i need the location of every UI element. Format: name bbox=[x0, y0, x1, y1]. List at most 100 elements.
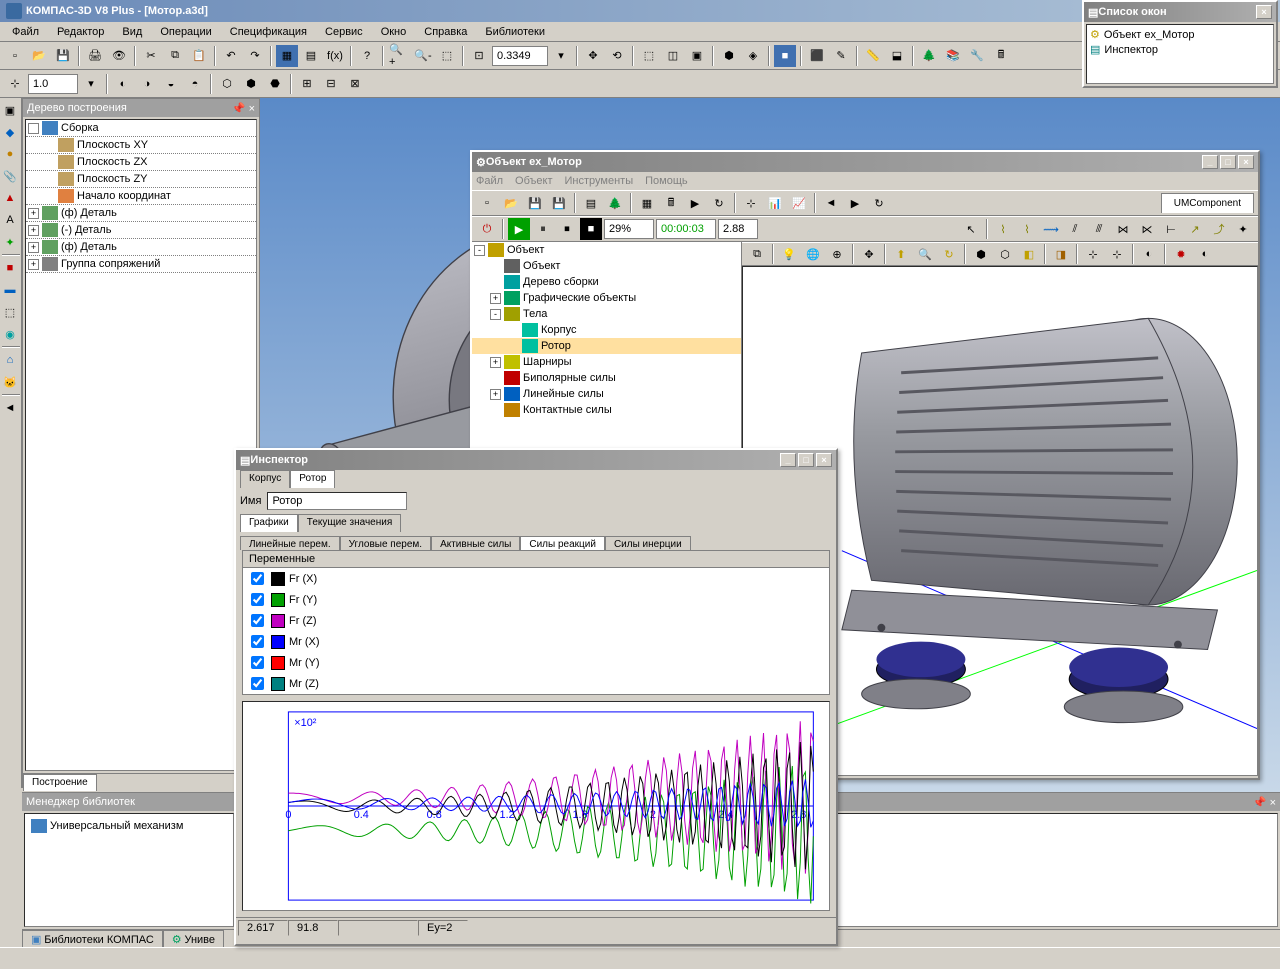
iso-icon[interactable]: ⬢ bbox=[718, 45, 740, 67]
tab-react[interactable]: Силы реакций bbox=[520, 536, 605, 550]
ov-shade-icon[interactable]: ◐ bbox=[1194, 243, 1216, 265]
zoom-fit-icon[interactable]: ⊡ bbox=[468, 45, 490, 67]
var-row[interactable]: Fr (Z) bbox=[243, 610, 829, 631]
render-icon[interactable]: ■ bbox=[774, 45, 796, 67]
tab-korpus[interactable]: Корпус bbox=[240, 470, 290, 488]
t2-1-icon[interactable]: ◐ bbox=[112, 73, 134, 95]
tree-item[interactable]: Плоскость ZY bbox=[26, 171, 256, 188]
zoom-input[interactable] bbox=[492, 46, 548, 66]
ov-ax2-icon[interactable]: ⊹ bbox=[1106, 243, 1128, 265]
insp-min-btn[interactable]: _ bbox=[780, 453, 796, 467]
obj-tree-item[interactable]: +Шарниры bbox=[472, 354, 741, 370]
tree-item[interactable]: Плоскость XY bbox=[26, 137, 256, 154]
obj-tree-item[interactable]: Корпус bbox=[472, 322, 741, 338]
obj-time[interactable] bbox=[656, 219, 716, 239]
tab-ang[interactable]: Угловые перем. bbox=[340, 536, 431, 550]
ov-sun-icon[interactable]: ✹ bbox=[1170, 243, 1192, 265]
tree-item[interactable]: Сборка bbox=[26, 120, 256, 137]
mode-icon[interactable]: ▦ bbox=[276, 45, 298, 67]
new-icon[interactable]: ▫ bbox=[4, 45, 26, 67]
obj-menu-obj[interactable]: Объект bbox=[515, 175, 552, 187]
obj-tree-item[interactable]: Объект bbox=[472, 258, 741, 274]
ls-3-icon[interactable]: ● bbox=[0, 144, 20, 164]
tree-item[interactable]: +(ф) Деталь bbox=[26, 205, 256, 222]
obj-menu-help[interactable]: Помощь bbox=[645, 175, 688, 187]
libs-icon[interactable]: 📚 bbox=[942, 45, 964, 67]
obj-stop2-icon[interactable]: ⏹ bbox=[556, 218, 578, 240]
obj-titlebar[interactable]: ⚙ Объект ex_Мотор _ □ × bbox=[472, 152, 1258, 172]
ls-10-icon[interactable]: ⬚ bbox=[0, 302, 20, 322]
insp-chart[interactable]: ×10²00.40.81.21.622.42.8 bbox=[242, 701, 830, 911]
cube-icon[interactable]: ⬛ bbox=[806, 45, 828, 67]
persp-icon[interactable]: ◈ bbox=[742, 45, 764, 67]
obj-pause-icon[interactable]: ⏸ bbox=[532, 218, 554, 240]
main-tree[interactable]: СборкаПлоскость XYПлоскость ZXПлоскость … bbox=[25, 119, 257, 771]
ov-c4-icon[interactable]: ◨ bbox=[1050, 243, 1072, 265]
ls-13-icon[interactable]: 🐱 bbox=[0, 372, 20, 392]
obj-percent[interactable] bbox=[604, 219, 654, 239]
obj-g2-icon[interactable]: 📈 bbox=[788, 192, 810, 214]
var-checkbox[interactable] bbox=[251, 677, 264, 690]
tree-item[interactable]: Плоскость ZX bbox=[26, 154, 256, 171]
scale-dd-icon[interactable]: ▾ bbox=[80, 73, 102, 95]
obj-tree-item[interactable]: Дерево сборки bbox=[472, 274, 741, 290]
rotate-icon[interactable]: ⟲ bbox=[606, 45, 628, 67]
hidden-icon[interactable]: ◫ bbox=[662, 45, 684, 67]
t2-9-icon[interactable]: ⊟ bbox=[320, 73, 342, 95]
ls-4-icon[interactable]: 📎 bbox=[0, 166, 20, 186]
ls-5-icon[interactable]: ▲ bbox=[0, 188, 20, 208]
ov-target-icon[interactable]: ⊕ bbox=[826, 243, 848, 265]
t2-2-icon[interactable]: ◑ bbox=[136, 73, 158, 95]
t2-4-icon[interactable]: ◓ bbox=[184, 73, 206, 95]
obj-tree-item[interactable]: +Линейные силы bbox=[472, 386, 741, 402]
insp-max-btn[interactable]: □ bbox=[798, 453, 814, 467]
pan-icon[interactable]: ✥ bbox=[582, 45, 604, 67]
lib-tab-1[interactable]: ▣ Библиотеки КОМПАС bbox=[22, 930, 163, 947]
t2-3-icon[interactable]: ◒ bbox=[160, 73, 182, 95]
ov-rot-icon[interactable]: ↻ bbox=[938, 243, 960, 265]
obj-tree-item[interactable]: +Графические объекты bbox=[472, 290, 741, 306]
obj-sp7-icon[interactable]: ⋉ bbox=[1136, 218, 1158, 240]
measure-icon[interactable]: 📏 bbox=[862, 45, 884, 67]
obj-sp6-icon[interactable]: ⋈ bbox=[1112, 218, 1134, 240]
redo-icon[interactable]: ↷ bbox=[244, 45, 266, 67]
obj-run-icon[interactable]: ▶ bbox=[684, 192, 706, 214]
obj-open-icon[interactable]: 📂 bbox=[500, 192, 522, 214]
tools-icon[interactable]: 🔧 bbox=[966, 45, 988, 67]
ov-bulb-icon[interactable]: 💡 bbox=[778, 243, 800, 265]
obj-calc-icon[interactable]: 🖩 bbox=[660, 192, 682, 214]
ls-11-icon[interactable]: ◉ bbox=[0, 324, 20, 344]
obj-saveas-icon[interactable]: 💾 bbox=[548, 192, 570, 214]
obj-tree-item[interactable]: -Объект bbox=[472, 242, 741, 258]
menu-libs[interactable]: Библиотеки bbox=[477, 24, 553, 40]
ov-ax1-icon[interactable]: ⊹ bbox=[1082, 243, 1104, 265]
menu-file[interactable]: Файл bbox=[4, 24, 47, 40]
var-checkbox[interactable] bbox=[251, 656, 264, 669]
obj-play-icon[interactable]: ▶ bbox=[844, 192, 866, 214]
obj-next-icon[interactable]: ↻ bbox=[868, 192, 890, 214]
vars-icon[interactable]: ▤ bbox=[300, 45, 322, 67]
obj-list-icon[interactable]: ▤ bbox=[580, 192, 602, 214]
obj-tree-item[interactable]: Биполярные силы bbox=[472, 370, 741, 386]
ov-up-icon[interactable]: ⬆ bbox=[890, 243, 912, 265]
preview-icon[interactable]: 👁 bbox=[108, 45, 130, 67]
obj-min-btn[interactable]: _ bbox=[1202, 155, 1218, 169]
axis-icon[interactable]: ⊹ bbox=[4, 73, 26, 95]
obj-sp2-icon[interactable]: ⌇ bbox=[1016, 218, 1038, 240]
obj-tree-item[interactable]: -Тела bbox=[472, 306, 741, 322]
obj-new-icon[interactable]: ▫ bbox=[476, 192, 498, 214]
var-checkbox[interactable] bbox=[251, 614, 264, 627]
fx-icon[interactable]: f(x) bbox=[324, 45, 346, 67]
print-icon[interactable]: 🖨 bbox=[84, 45, 106, 67]
obj-tree-icon[interactable]: 🌲 bbox=[604, 192, 626, 214]
obj-sp5-icon[interactable]: ⫻ bbox=[1088, 218, 1110, 240]
cut-icon[interactable]: ✂ bbox=[140, 45, 162, 67]
var-checkbox[interactable] bbox=[251, 572, 264, 585]
obj-sp8-icon[interactable]: ⊢ bbox=[1160, 218, 1182, 240]
ls-2-icon[interactable]: ◆ bbox=[0, 122, 20, 142]
menu-help[interactable]: Справка bbox=[416, 24, 475, 40]
winlist-body[interactable]: ⚙Объект ex_Мотор ▤Инспектор bbox=[1086, 24, 1274, 84]
winlist-item-2[interactable]: ▤Инспектор bbox=[1089, 42, 1271, 57]
menu-view[interactable]: Вид bbox=[114, 24, 150, 40]
tree-item[interactable]: +(ф) Деталь bbox=[26, 239, 256, 256]
